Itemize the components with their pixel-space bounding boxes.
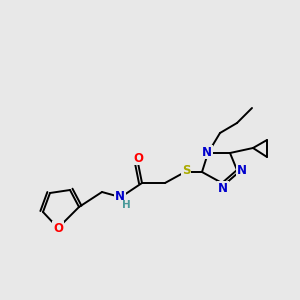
Text: N: N [115,190,125,203]
Text: O: O [53,221,63,235]
Text: H: H [122,200,130,210]
Text: S: S [182,164,190,178]
Text: N: N [218,182,228,194]
Text: N: N [202,146,212,158]
Text: N: N [237,164,247,176]
Text: O: O [133,152,143,164]
